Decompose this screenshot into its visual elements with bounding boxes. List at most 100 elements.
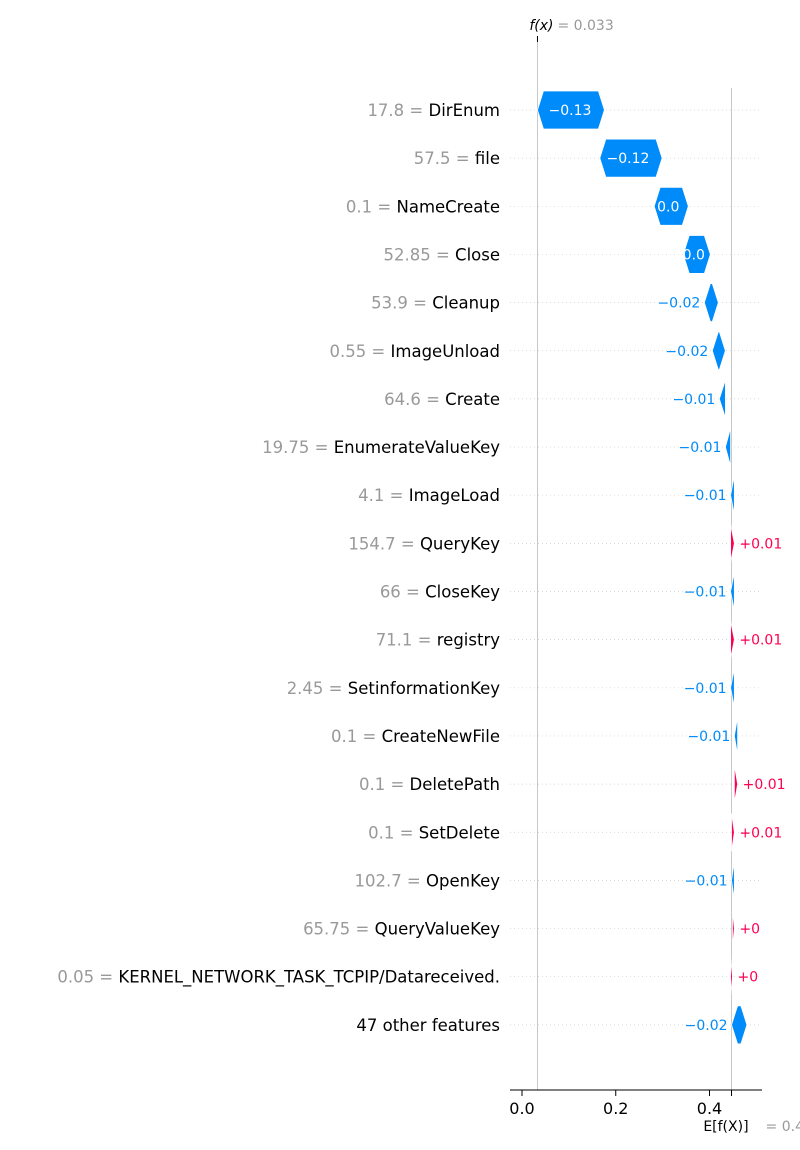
feature-label: 57.5 = file xyxy=(414,149,500,168)
feature-name: EnumerateValueKey xyxy=(334,438,501,457)
feature-name: ImageLoad xyxy=(409,486,500,505)
bar-value-label: +0 xyxy=(737,970,758,986)
feature-value: 71.1 = xyxy=(376,631,437,650)
feature-value: 0.1 = xyxy=(368,823,419,842)
feature-name: NameCreate xyxy=(396,197,500,216)
feature-name: file xyxy=(475,149,500,168)
feature-name: KERNEL_NETWORK_TASK_TCPIP/Datareceived. xyxy=(118,968,500,988)
feature-labels: 17.8 = DirEnum 57.5 = file 0.1 = NameCreat… xyxy=(57,101,500,1035)
feature-name: Close xyxy=(455,245,500,264)
x-axis: 0.0 0.2 0.4 xyxy=(509,1089,762,1118)
bar-value-label: −0.01 xyxy=(684,488,727,504)
bar-value-label: −0.12 xyxy=(606,151,649,167)
bar-value-label: 0.0 xyxy=(683,247,705,263)
bar-value-label: −0.01 xyxy=(685,873,728,889)
feature-value: 102.7 = xyxy=(354,871,426,890)
feature-label: 4.1 = ImageLoad xyxy=(358,486,500,505)
feature-label: 19.75 = EnumerateValueKey xyxy=(262,438,500,457)
feature-name: CloseKey xyxy=(425,583,500,602)
bar-value-label: −0.02 xyxy=(685,1018,728,1034)
feature-name: DirEnum xyxy=(429,101,501,120)
feature-label: 17.8 = DirEnum xyxy=(367,101,500,120)
waterfall-bar xyxy=(703,283,719,322)
x-tick-label: 0.4 xyxy=(697,1099,722,1118)
feature-label: 154.7 = QueryKey xyxy=(348,534,500,553)
feature-value: 65.75 = xyxy=(303,920,375,939)
feature-name: ImageUnload xyxy=(391,342,500,361)
waterfall-bar xyxy=(731,861,735,900)
waterfall-bar xyxy=(730,620,735,659)
feature-name: SetDelete xyxy=(419,823,500,842)
feature-value: 0.1 = xyxy=(331,727,382,746)
fx-label: f(x) xyxy=(529,18,553,34)
waterfall-bar xyxy=(731,813,735,852)
feature-value: 64.6 = xyxy=(384,390,445,409)
fx-value: = 0.033 xyxy=(557,18,613,34)
feature-value: 57.5 = xyxy=(414,149,475,168)
x-tick-label: 0.2 xyxy=(603,1099,628,1118)
bar-value-label: 0.0 xyxy=(657,199,679,215)
efx-value: = 0.4 xyxy=(766,1119,800,1135)
x-tick-label: 0.0 xyxy=(509,1099,534,1118)
feature-label: 0.1 = NameCreate xyxy=(346,197,500,216)
feature-value: 2.45 = xyxy=(287,679,348,698)
fx-symbol: f(x) xyxy=(529,18,553,34)
bar-value-label: −0.01 xyxy=(679,440,722,456)
feature-name: OpenKey xyxy=(426,871,500,890)
waterfall-bar xyxy=(718,379,726,419)
bar-value-label: −0.01 xyxy=(684,585,727,601)
feature-label: 65.75 = QueryValueKey xyxy=(303,920,500,939)
waterfall-bar xyxy=(682,235,711,274)
waterfall-bar xyxy=(732,909,735,948)
waterfall-bar xyxy=(733,765,739,804)
waterfall-bar xyxy=(725,427,731,467)
feature-name: SetinformationKey xyxy=(348,679,500,698)
bar-value-label: −0.13 xyxy=(548,103,591,119)
bar-value-label: +0 xyxy=(739,922,760,938)
feature-value: 66 = xyxy=(380,583,425,602)
feature-label: 52.85 = Close xyxy=(383,245,500,264)
feature-value: 52.85 = xyxy=(383,245,455,264)
feature-label: 0.05 = KERNEL_NETWORK_TASK_TCPIP/Datarec… xyxy=(57,968,500,988)
bar-value-label: +0.01 xyxy=(739,536,782,552)
feature-value: 4.1 = xyxy=(358,486,409,505)
feature-label: 71.1 = registry xyxy=(376,631,501,650)
feature-label: 0.55 = ImageUnload xyxy=(329,342,500,361)
feature-label: 102.7 = OpenKey xyxy=(354,871,500,890)
feature-name: QueryValueKey xyxy=(375,920,501,939)
efx-label: E[f(X)] xyxy=(703,1119,748,1135)
waterfall-bar xyxy=(599,138,663,178)
bar-value-label: −0.01 xyxy=(672,392,715,408)
feature-name: QueryKey xyxy=(420,534,500,553)
waterfall-bar xyxy=(730,572,735,611)
feature-name: Cleanup xyxy=(432,294,500,313)
waterfall-bar xyxy=(730,476,735,515)
bar-value-label: −0.01 xyxy=(687,729,730,745)
waterfall-bar xyxy=(730,668,735,707)
waterfall-bar xyxy=(730,957,733,996)
feature-value: 19.75 = xyxy=(262,438,334,457)
bar-value-label: −0.02 xyxy=(665,344,708,360)
feature-name: Create xyxy=(445,390,500,409)
waterfall-bar xyxy=(730,524,735,563)
feature-value: 0.05 = xyxy=(57,968,118,987)
waterfall-bars: −0.13 −0.12 0.0 0.0 −0.02 −0.02 −0.01 −0.01 −0.0… xyxy=(537,90,786,1045)
feature-value: 0.1 = xyxy=(359,775,410,794)
feature-name: CreateNewFile xyxy=(382,727,500,746)
feature-value: 17.8 = xyxy=(367,101,428,120)
feature-label: 2.45 = SetinformationKey xyxy=(287,679,501,698)
waterfall-bar xyxy=(731,1005,748,1045)
feature-value: 0.55 = xyxy=(329,342,390,361)
feature-name: DeletePath xyxy=(410,775,500,794)
feature-value: 154.7 = xyxy=(348,534,420,553)
waterfall-bar xyxy=(733,716,739,756)
bar-value-label: +0.01 xyxy=(739,633,782,649)
bar-value-label: +0.01 xyxy=(743,777,786,793)
waterfall-bar xyxy=(711,331,726,371)
feature-value: 0.1 = xyxy=(346,197,397,216)
bar-value-label: +0.01 xyxy=(739,825,782,841)
feature-label: 0.1 = DeletePath xyxy=(359,775,500,794)
feature-label: 53.9 = Cleanup xyxy=(371,294,500,313)
feature-label: 47 other features xyxy=(356,1016,500,1035)
